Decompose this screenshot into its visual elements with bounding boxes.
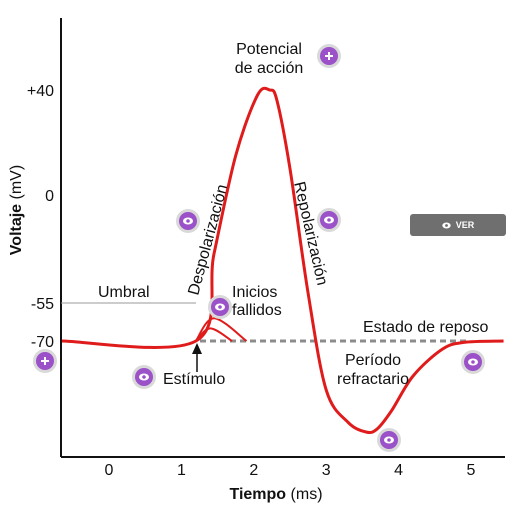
resting-state-info-hotspot[interactable] xyxy=(461,350,485,374)
x-tick-label: 3 xyxy=(322,462,331,479)
stimulus-arrow-head xyxy=(192,343,202,354)
y-axis-title-bold: Voltaje xyxy=(8,204,25,255)
x-tick-label: 4 xyxy=(394,462,403,479)
failed-initiations-label-2: fallidos xyxy=(232,302,282,319)
ver-label: VER xyxy=(455,220,475,230)
y-axis-title-unit: (mV) xyxy=(8,165,25,200)
failed-initiations-label-1: Inicios xyxy=(232,284,277,301)
ver-button[interactable]: VER xyxy=(410,214,506,236)
eye-pupil xyxy=(471,360,475,364)
eye-pupil xyxy=(327,218,331,222)
failed-initiation-curve-1 xyxy=(195,317,248,342)
eye-pupil xyxy=(142,375,146,379)
resting-label: Estado de reposo xyxy=(363,319,489,336)
action-potential-label-1: Potencial xyxy=(236,41,302,58)
repolarization-info-hotspot[interactable] xyxy=(317,208,341,232)
stimulus-info-hotspot[interactable] xyxy=(132,365,156,389)
y-tick-label: -70 xyxy=(31,334,54,351)
resting-info-hotspot[interactable] xyxy=(33,349,57,373)
failed-initiations-info-hotspot[interactable] xyxy=(208,295,232,319)
action-potential-curve xyxy=(61,86,504,435)
y-tick-label: 0 xyxy=(45,188,54,205)
repolarization-label: Repolarización xyxy=(290,180,330,287)
plus-icon xyxy=(325,52,333,60)
plus-icon xyxy=(41,357,49,365)
depolarization-info-hotspot[interactable] xyxy=(176,209,200,233)
x-tick-label: 2 xyxy=(249,462,258,479)
eye-pupil xyxy=(218,305,222,309)
stimulus-label: Estímulo xyxy=(163,371,225,388)
x-axis-title-bold: Tiempo xyxy=(229,486,286,503)
threshold-label: Umbral xyxy=(98,284,150,301)
refractory-label-2: refractario xyxy=(337,371,409,388)
y-axis-title: Voltaje (mV) xyxy=(8,165,25,255)
action-potential-label-2: de acción xyxy=(235,60,304,77)
action-potential-info-hotspot[interactable] xyxy=(317,44,341,68)
y-tick-label: -55 xyxy=(31,296,54,313)
x-axis-title: Tiempo (ms) xyxy=(229,486,322,503)
eye-pupil xyxy=(186,219,190,223)
x-axis-title-unit: (ms) xyxy=(291,486,323,503)
eye-pupil xyxy=(387,438,391,442)
x-tick-label: 0 xyxy=(105,462,114,479)
refractory-info-hotspot[interactable] xyxy=(377,428,401,452)
refractory-label-1: Período xyxy=(345,352,401,369)
eye-icon xyxy=(442,222,451,228)
x-tick-label: 1 xyxy=(177,462,186,479)
depolarization-label: Despolarización xyxy=(185,183,231,297)
y-tick-label: +40 xyxy=(27,83,54,100)
x-tick-label: 5 xyxy=(467,462,476,479)
